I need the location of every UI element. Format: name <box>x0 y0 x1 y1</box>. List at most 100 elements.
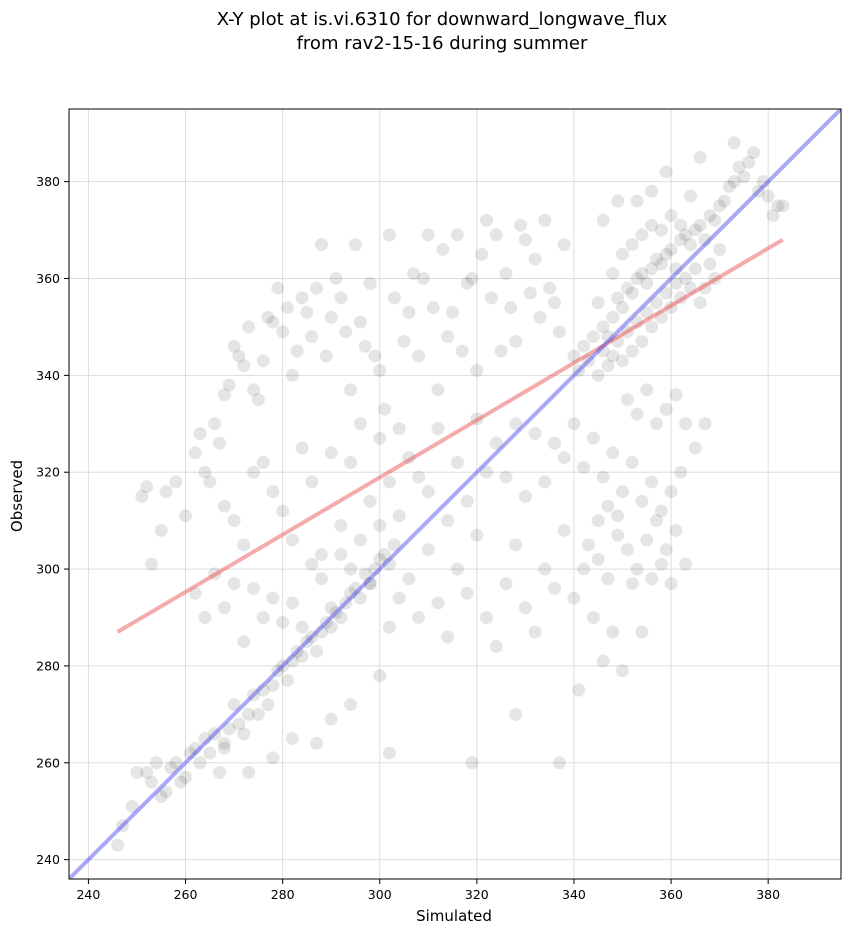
scatter-point <box>169 756 183 770</box>
scatter-point <box>470 528 484 542</box>
scatter-point <box>625 456 639 470</box>
scatter-point <box>630 315 644 329</box>
scatter-point <box>533 310 547 324</box>
scatter-point <box>339 596 353 610</box>
scatter-point <box>703 257 717 271</box>
scatter-point <box>557 451 571 465</box>
scatter-point <box>392 509 406 523</box>
scatter-point <box>222 378 236 392</box>
scatter-point <box>674 465 688 479</box>
scatter-point <box>669 523 683 537</box>
scatter-point <box>266 678 280 692</box>
scatter-point <box>489 640 503 654</box>
scatter-point <box>397 334 411 348</box>
scatter-point <box>606 625 620 639</box>
scatter-point <box>616 247 630 261</box>
scatter-point <box>674 218 688 232</box>
scatter-point <box>543 281 557 295</box>
scatter-point <box>373 431 387 445</box>
scatter-point <box>431 596 445 610</box>
scatter-point <box>276 615 290 629</box>
scatter-point <box>183 746 197 760</box>
scatter-point <box>645 475 659 489</box>
scatter-point <box>261 310 275 324</box>
scatter-point <box>664 242 678 256</box>
scatter-point <box>392 591 406 605</box>
scatter-point <box>586 431 600 445</box>
scatter-point <box>460 276 474 290</box>
scatter-point <box>247 581 261 595</box>
scatter-point <box>518 233 532 247</box>
scatter-point <box>421 485 435 499</box>
scatter-point <box>538 213 552 227</box>
scatter-point <box>693 296 707 310</box>
scatter-point <box>266 591 280 605</box>
scatter-point <box>285 596 299 610</box>
scatter-point <box>450 228 464 242</box>
scatter-point <box>217 601 231 615</box>
scatter-point <box>640 383 654 397</box>
scatter-point <box>290 644 304 658</box>
scatter-point <box>611 291 625 305</box>
scatter-point <box>528 252 542 266</box>
scatter-point <box>363 577 377 591</box>
scatter-point <box>412 610 426 624</box>
scatter-point <box>145 557 159 571</box>
scatter-point <box>324 446 338 460</box>
scatter-point <box>674 233 688 247</box>
scatter-point <box>649 514 663 528</box>
scatter-point <box>683 189 697 203</box>
scatter-point <box>645 320 659 334</box>
scatter-point <box>514 218 528 232</box>
scatter-point <box>256 610 270 624</box>
scatter-point <box>310 644 324 658</box>
x-tick-label: 340 <box>562 887 586 902</box>
scatter-point <box>737 170 751 184</box>
scatter-point <box>649 252 663 266</box>
scatter-point <box>499 470 513 484</box>
scatter-point <box>256 456 270 470</box>
scatter-point <box>620 325 634 339</box>
scatter-point <box>295 291 309 305</box>
scatter-point <box>242 320 256 334</box>
grid <box>69 109 841 879</box>
y-axis-label: Observed <box>8 460 26 532</box>
scatter-point <box>620 393 634 407</box>
scatter-point <box>606 446 620 460</box>
scatter-point <box>198 732 212 746</box>
scatter-point <box>280 301 294 315</box>
scatter-point <box>217 388 231 402</box>
scatter-point <box>450 562 464 576</box>
scatter-point <box>475 247 489 261</box>
scatter-point <box>382 228 396 242</box>
scatter-point <box>572 364 586 378</box>
scatter-point <box>217 736 231 750</box>
scatter-point <box>305 330 319 344</box>
scatter-point <box>169 475 183 489</box>
scatter-point <box>159 785 173 799</box>
scatter-point <box>140 480 154 494</box>
scatter-point <box>111 838 125 852</box>
scatter-point <box>606 310 620 324</box>
y-tick-label: 340 <box>36 368 60 383</box>
scatter-point <box>518 489 532 503</box>
scatter-point <box>669 276 683 290</box>
scatter-point <box>416 271 430 285</box>
scatter-point <box>630 407 644 421</box>
scatter-point <box>203 475 217 489</box>
scatter-point <box>130 765 144 779</box>
scatter-point <box>552 756 566 770</box>
scatter-point <box>751 184 765 198</box>
scatter-point <box>348 581 362 595</box>
scatter-point <box>630 194 644 208</box>
scatter-point <box>679 557 693 571</box>
scatter-point <box>426 301 440 315</box>
scatter-point <box>441 330 455 344</box>
scatter-point <box>174 775 188 789</box>
scatter-point <box>164 761 178 775</box>
scatter-point <box>596 654 610 668</box>
scatter-point <box>314 238 328 252</box>
scatter-point <box>747 146 761 160</box>
scatter-point <box>227 698 241 712</box>
